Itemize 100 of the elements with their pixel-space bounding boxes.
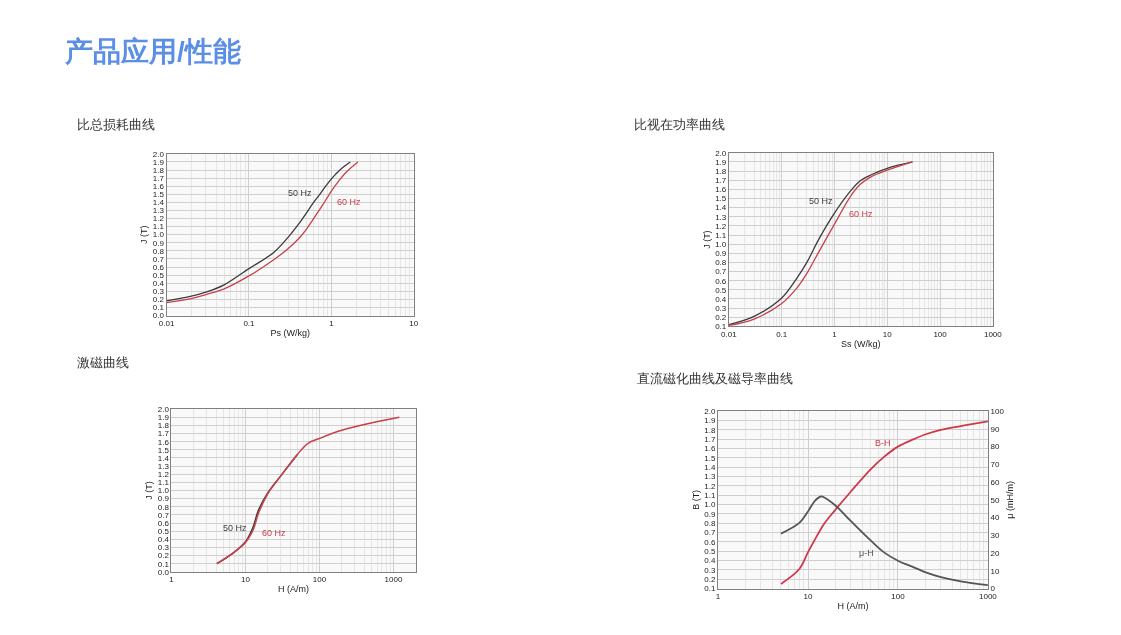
chart-title: 比视在功率曲线 (634, 117, 725, 132)
series-label: B-H (875, 438, 891, 448)
y-tick-label: 1.2 (704, 481, 717, 491)
series-label: 50 Hz (809, 196, 834, 206)
series-label: 50 Hz (223, 523, 248, 533)
y-tick-label: 1.5 (152, 190, 165, 200)
y-tick-label: 0.9 (704, 509, 717, 519)
y-tick-label: 1.7 (704, 434, 717, 444)
y-axis-title: J (T) (144, 481, 155, 500)
y2-tick-label: 10 (990, 566, 1000, 576)
y2-tick-label: 100 (990, 406, 1005, 416)
x-tick-label: 100 (933, 329, 948, 339)
y-tick-label: 0.8 (157, 502, 170, 512)
y-tick-label: 0.7 (152, 254, 165, 264)
y-tick-label: 1.3 (704, 472, 717, 482)
y-tick-label: 0.9 (157, 494, 170, 504)
y-tick-label: 1.3 (152, 206, 165, 216)
series-label: 50 Hz (288, 188, 313, 198)
y-tick-label: 0.5 (704, 547, 717, 557)
y-tick-label: 0.3 (704, 565, 717, 575)
series-label: μ-H (859, 548, 874, 558)
y2-tick-label: 0 (990, 584, 996, 594)
y-tick-label: 0.1 (152, 303, 165, 313)
y2-tick-label: 30 (990, 531, 1000, 541)
x-axis-title: Ss (W/kg) (841, 338, 881, 349)
y-tick-label: 0.4 (715, 294, 727, 304)
y-tick-label: 1.7 (152, 173, 165, 183)
x-axis-title: H (A/m) (837, 601, 869, 611)
x-tick-label: 0.01 (158, 319, 175, 329)
y-tick-label: 1.4 (152, 198, 165, 208)
y-tick-label: 1.6 (152, 181, 165, 191)
y-tick-label: 0.2 (152, 295, 165, 305)
y-tick-label: 1.3 (715, 212, 727, 222)
y-tick-label: 0.3 (715, 303, 727, 313)
y-tick-label: 0.4 (704, 556, 717, 566)
y2-tick-label: 80 (990, 442, 1000, 452)
x-tick-label: 1 (715, 592, 721, 602)
y2-tick-label: 20 (990, 548, 1000, 558)
chart-title: 比总损耗曲线 (77, 117, 155, 132)
y-tick-label: 1.1 (715, 230, 727, 240)
y-tick-label: 0.6 (704, 537, 717, 547)
y-tick-label: 1.7 (157, 429, 170, 439)
x-tick-label: 1000 (979, 592, 998, 602)
y-tick-label: 1.5 (704, 453, 717, 463)
chart-title: 激磁曲线 (77, 355, 129, 370)
y-tick-label: 2.0 (704, 406, 717, 416)
y-tick-label: 0.3 (152, 287, 165, 297)
x-tick-label: 10 (803, 592, 814, 602)
x-tick-label: 0.1 (243, 319, 256, 329)
y-tick-label: 1.2 (157, 470, 170, 480)
y2-tick-label: 50 (990, 495, 1000, 505)
y-tick-label: 1.1 (152, 222, 165, 232)
x-tick-label: 0.01 (721, 329, 738, 339)
x-tick-label: 1 (832, 329, 838, 339)
y-tick-label: 1.8 (152, 165, 165, 175)
y-tick-label: 0.7 (715, 267, 727, 277)
x-tick-label: 100 (312, 575, 327, 585)
y-tick-label: 0.1 (704, 584, 717, 594)
y-tick-label: 1.8 (704, 425, 717, 435)
y-tick-label: 0.2 (157, 551, 170, 561)
y-tick-label: 1.1 (157, 478, 170, 488)
x-axis-title: H (A/m) (278, 584, 310, 595)
y-axis-title: B (T) (690, 489, 701, 510)
series-label: 60 Hz (849, 209, 874, 219)
y-tick-label: 1.0 (715, 239, 727, 249)
y-tick-label: 0.3 (157, 543, 170, 553)
x-axis-title: Ps (W/kg) (270, 327, 310, 338)
y-tick-label: 2.0 (715, 148, 727, 158)
y-tick-label: 0.4 (157, 535, 170, 545)
y-tick-label: 0.0 (157, 567, 170, 577)
y-tick-label: 1.2 (152, 214, 165, 224)
y-tick-label: 0.5 (157, 526, 170, 536)
y-tick-label: 0.2 (704, 575, 717, 585)
y-tick-label: 0.6 (152, 262, 165, 272)
y-tick-label: 1.0 (152, 230, 165, 240)
y-tick-label: 1.9 (715, 157, 727, 167)
chart-title: 直流磁化曲线及磁导率曲线 (637, 371, 793, 386)
y-tick-label: 0.8 (715, 258, 727, 268)
y2-axis-title: μ (mH/m) (1005, 481, 1016, 519)
y-tick-label: 0.8 (152, 246, 165, 256)
x-tick-label: 100 (891, 592, 906, 602)
y-tick-label: 0.9 (152, 238, 165, 248)
x-tick-label: 10 (241, 575, 251, 585)
y-tick-label: 0.8 (704, 519, 717, 529)
y-tick-label: 0.9 (715, 249, 727, 259)
series-label: 60 Hz (337, 197, 362, 207)
y2-tick-label: 40 (990, 513, 1000, 523)
y-tick-label: 1.8 (157, 421, 170, 431)
x-tick-label: 1000 (384, 575, 403, 585)
y-tick-label: 0.1 (157, 559, 170, 569)
y-tick-label: 1.0 (704, 500, 717, 510)
x-tick-label: 10 (409, 319, 419, 329)
y-axis-title: J (T) (701, 230, 712, 249)
x-tick-label: 1 (169, 575, 175, 585)
y-tick-label: 0.7 (704, 528, 717, 538)
y-tick-label: 1.4 (715, 203, 727, 213)
y-tick-label: 1.5 (715, 194, 727, 204)
series-label: 60 Hz (262, 528, 287, 538)
y-tick-label: 0.6 (157, 518, 170, 528)
y-tick-label: 1.9 (157, 413, 170, 423)
